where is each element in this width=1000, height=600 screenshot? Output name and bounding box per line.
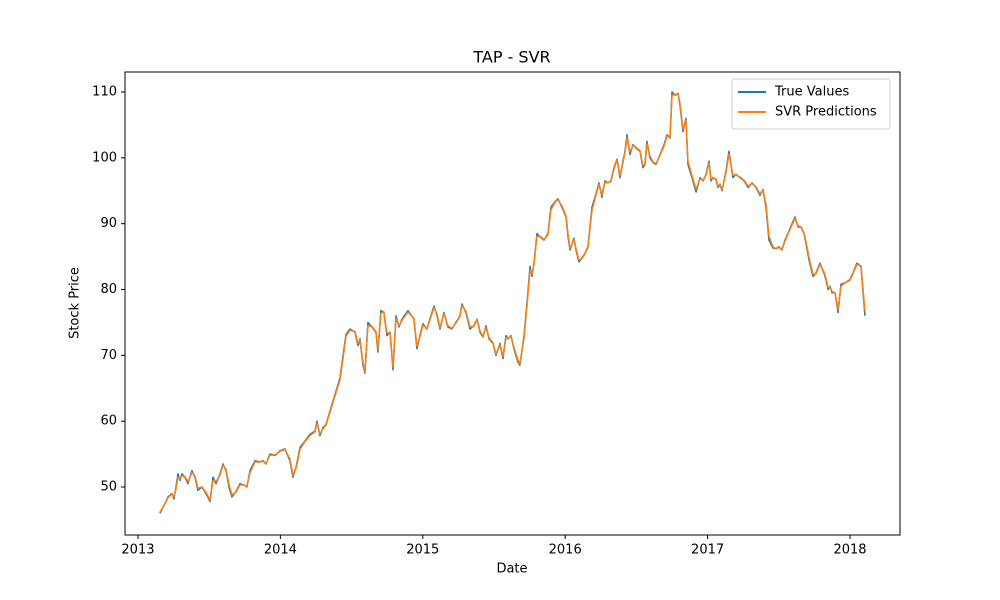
x-tick-label: 2014 — [264, 543, 297, 558]
y-tick-label: 90 — [100, 216, 117, 231]
chart-title: TAP - SVR — [472, 48, 550, 67]
x-tick-label: 2013 — [121, 543, 154, 558]
y-tick-label: 110 — [92, 85, 117, 100]
x-tick-label: 2017 — [691, 543, 724, 558]
y-tick-label: 60 — [100, 414, 117, 429]
legend-label: True Values — [774, 85, 849, 100]
y-tick-label: 80 — [100, 282, 117, 297]
y-tick-label: 70 — [100, 348, 117, 363]
plot-frame — [124, 71, 901, 536]
series-line — [159, 93, 866, 513]
x-tick-label: 2016 — [549, 543, 582, 558]
y-axis-label: Stock Price — [68, 267, 83, 339]
legend-label: SVR Predictions — [775, 105, 877, 120]
y-tick-label: 100 — [92, 150, 117, 165]
x-axis-label: Date — [496, 562, 527, 577]
x-tick-label: 2018 — [833, 543, 866, 558]
x-tick-label: 2015 — [406, 543, 439, 558]
legend-box — [731, 78, 891, 130]
y-tick-label: 50 — [100, 480, 117, 495]
